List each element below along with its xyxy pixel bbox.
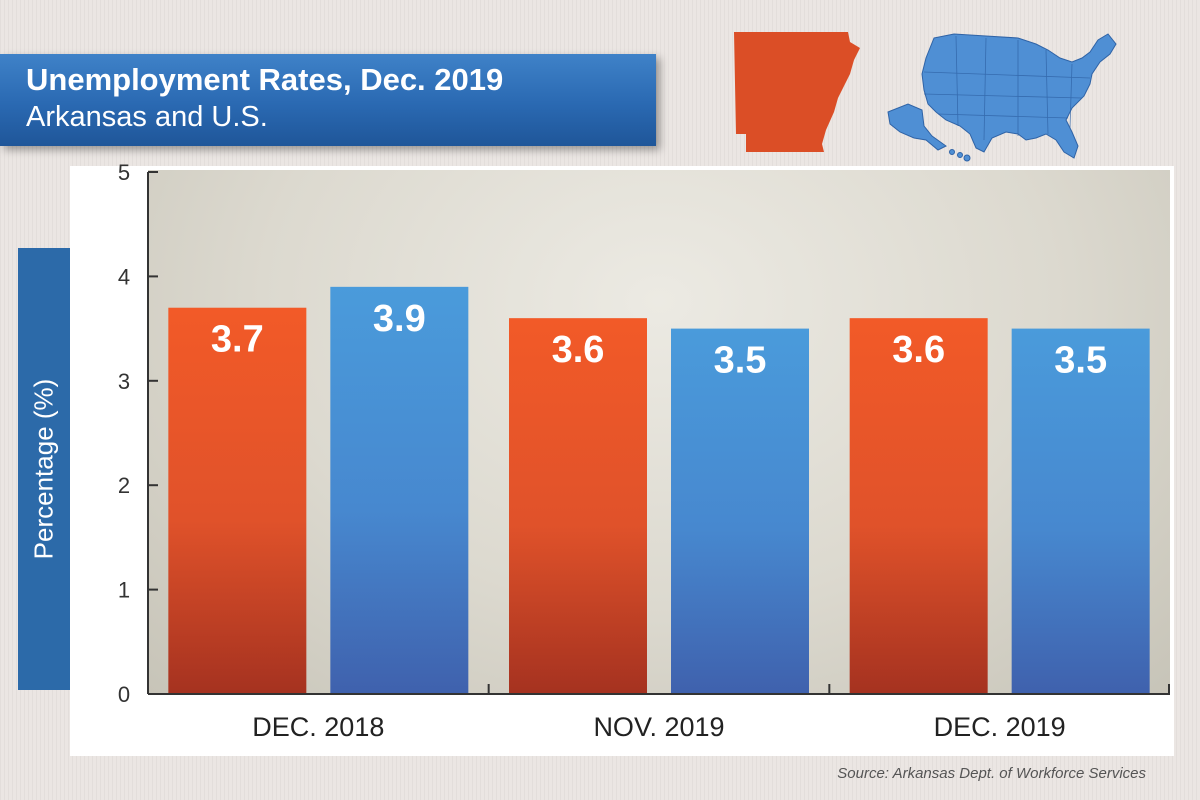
y-tick-label: 1	[118, 578, 130, 603]
y-tick-label: 0	[118, 682, 130, 707]
y-tick-label: 5	[118, 160, 130, 185]
x-tick-label: DEC. 2019	[934, 712, 1066, 742]
y-tick-label: 3	[118, 369, 130, 394]
bar-series-1-dec-2019	[849, 318, 988, 694]
x-tick-label: DEC. 2018	[252, 712, 384, 742]
bar-series-2-dec-2018	[330, 286, 469, 694]
source-note: Source: Arkansas Dept. of Workforce Serv…	[837, 765, 1146, 782]
us-map-icon	[887, 33, 1117, 162]
bar-series-1-nov-2019	[509, 318, 647, 694]
y-tick-label: 2	[118, 473, 130, 498]
title-banner: Unemployment Rates, Dec. 2019 Arkansas a…	[0, 54, 656, 146]
chart-title: Unemployment Rates, Dec. 2019	[26, 62, 504, 97]
data-label: 3.6	[552, 329, 605, 371]
chart-subtitle: Arkansas and U.S.	[26, 101, 268, 133]
y-axis-label-box	[18, 248, 70, 690]
data-label: 3.7	[211, 319, 264, 361]
plot-area	[148, 170, 1170, 694]
bar-series-2-dec-2019	[1011, 328, 1150, 694]
data-label: 3.5	[1054, 340, 1107, 382]
x-tick-label: NOV. 2019	[593, 712, 724, 742]
data-label: 3.9	[373, 298, 426, 340]
arkansas-map-icon	[728, 32, 860, 152]
bar-series-1-dec-2018	[168, 307, 307, 694]
data-label: 3.6	[892, 329, 945, 371]
y-tick-label: 4	[118, 264, 130, 289]
data-label: 3.5	[714, 340, 767, 382]
bar-series-2-nov-2019	[671, 328, 809, 694]
